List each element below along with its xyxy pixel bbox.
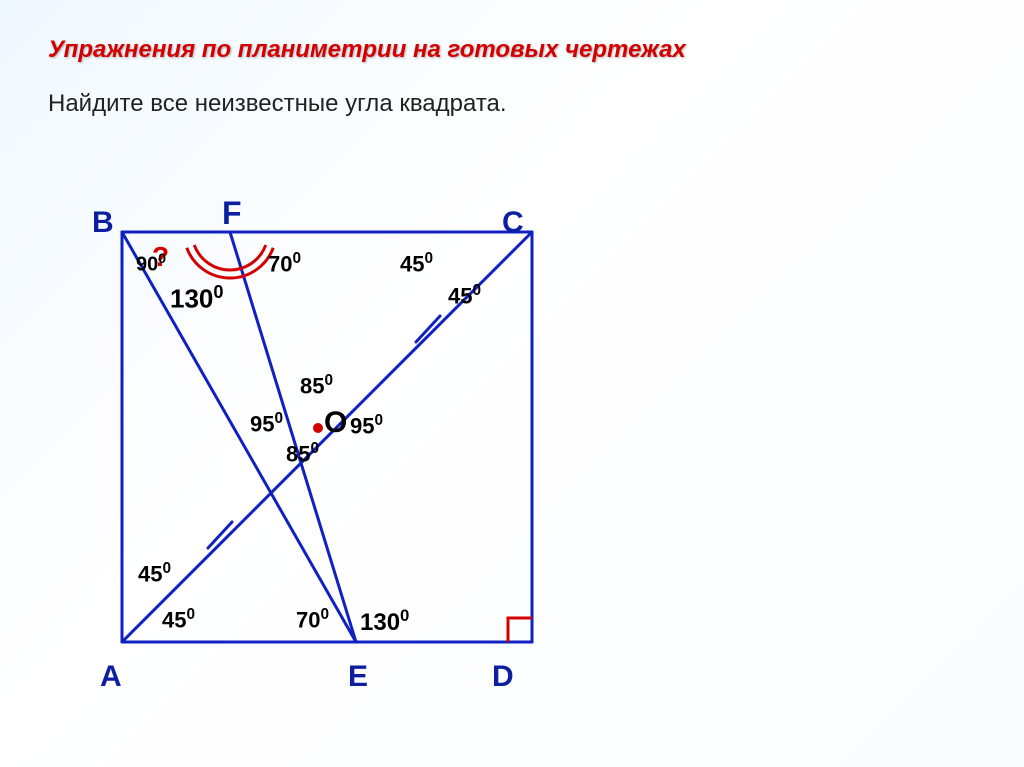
- vertex-label-D: D: [492, 660, 514, 694]
- vertex-label-O: O: [324, 406, 347, 440]
- vertex-label-F: F: [222, 195, 242, 232]
- angle-label-4: 450: [448, 282, 481, 309]
- slide-title: Упражнения по планиметрии на готовых чер…: [48, 36, 686, 64]
- vertex-label-E: E: [348, 660, 368, 694]
- vertex-label-B: B: [92, 206, 114, 240]
- angle-label-10: 450: [162, 606, 195, 633]
- angle-label-3: 1300: [170, 282, 224, 315]
- angle-label-5: 850: [300, 372, 333, 399]
- vertex-label-C: C: [502, 206, 524, 240]
- angle-label-9: 450: [138, 560, 171, 587]
- angle-label-0: 900: [136, 250, 166, 277]
- angle-label-6: 950: [250, 410, 283, 437]
- angle-label-1: 700: [268, 250, 301, 277]
- angle-label-11: 700: [296, 606, 329, 633]
- slide-subtitle: Найдите все неизвестные угла квадрата.: [48, 90, 507, 118]
- angle-label-12: 1300: [360, 606, 409, 637]
- vertex-label-A: A: [100, 660, 122, 694]
- angle-label-7: 950: [350, 412, 383, 439]
- angle-label-8: 850: [286, 440, 319, 467]
- slide-container: { "title": { "text": "Упражнения по план…: [0, 0, 1024, 767]
- angle-label-2: 450: [400, 250, 433, 277]
